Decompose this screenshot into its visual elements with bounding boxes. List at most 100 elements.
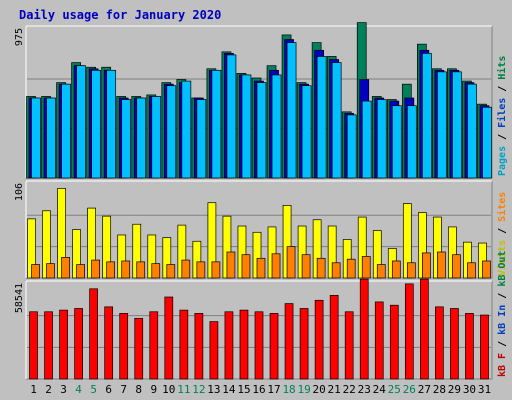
legend-part: kB In — [497, 305, 508, 335]
y-max-label: 106 — [14, 183, 25, 201]
day-label: 28 — [433, 383, 446, 396]
bar — [269, 313, 279, 380]
series-legend: kB F / kB In / kB Out — [497, 251, 508, 377]
bar — [271, 74, 282, 179]
bar — [344, 311, 354, 380]
bar — [44, 311, 53, 380]
bar — [314, 299, 324, 380]
day-label: 2 — [45, 383, 52, 396]
day-label: 16 — [252, 383, 265, 396]
bar — [482, 260, 491, 279]
bar — [226, 54, 237, 179]
legend-part: Pages — [497, 146, 508, 176]
bar — [166, 85, 177, 179]
bar — [211, 69, 222, 179]
legend-part: / — [497, 335, 508, 353]
day-label: 13 — [207, 383, 220, 396]
bar — [301, 85, 312, 179]
bar — [136, 261, 146, 279]
bar — [329, 295, 339, 380]
bar — [76, 264, 85, 279]
bar — [420, 278, 429, 380]
day-label: 26 — [403, 383, 416, 396]
bar — [149, 311, 159, 380]
day-label: 24 — [373, 383, 387, 396]
bar — [224, 311, 234, 380]
bar — [374, 301, 384, 380]
series-sites — [31, 246, 491, 279]
bar — [254, 311, 264, 380]
day-label: 10 — [162, 383, 175, 396]
bar — [376, 99, 387, 179]
bar — [316, 257, 326, 279]
day-label: 29 — [448, 383, 461, 396]
day-label: 21 — [328, 383, 341, 396]
bar — [31, 264, 40, 279]
bar — [194, 313, 204, 380]
day-label: 15 — [237, 383, 250, 396]
bar — [480, 314, 489, 380]
bar — [121, 99, 132, 179]
bar — [346, 114, 357, 179]
bar — [271, 253, 281, 279]
bar — [422, 53, 432, 179]
legend-part: Sites — [496, 192, 508, 222]
legend-part: / — [497, 287, 508, 305]
bar — [76, 65, 86, 179]
bar — [389, 304, 399, 380]
chart-title: Daily usage for January 2020 — [19, 8, 221, 22]
day-label: 25 — [388, 383, 401, 396]
bar — [164, 296, 174, 380]
day-label: 31 — [478, 383, 491, 396]
day-label: 3 — [60, 383, 67, 396]
day-label: 6 — [105, 383, 112, 396]
bar — [437, 71, 447, 179]
bar — [61, 257, 70, 279]
bar — [46, 97, 56, 179]
day-label: 19 — [297, 383, 310, 396]
bar — [181, 80, 192, 179]
bar — [331, 262, 341, 279]
legend-part: Files — [496, 98, 508, 128]
day-label: 7 — [120, 383, 127, 396]
bar — [450, 308, 459, 380]
bar — [301, 254, 311, 279]
bar — [376, 264, 386, 279]
bar — [104, 306, 114, 380]
bar — [359, 278, 369, 380]
bar — [106, 261, 116, 279]
bar — [61, 83, 71, 179]
y-max-label: 58541 — [14, 283, 25, 313]
legend-part: / — [497, 80, 508, 98]
bar — [406, 105, 417, 179]
bar — [361, 100, 372, 179]
series-legend: Visits / Sites — [496, 192, 508, 276]
bar — [256, 257, 266, 279]
legend-part: / — [497, 128, 508, 146]
bar — [196, 99, 207, 179]
bar — [31, 97, 41, 179]
series-kb-f — [29, 278, 489, 380]
panel-top: 975 Pages / Files / Hits — [14, 22, 508, 179]
bar — [286, 246, 296, 279]
bar — [196, 261, 206, 279]
series-legend: Pages / Files / Hits — [496, 56, 508, 176]
day-label: 23 — [358, 383, 371, 396]
bar — [91, 69, 101, 179]
day-label: 22 — [343, 383, 356, 396]
bar — [59, 309, 68, 380]
day-label: 18 — [282, 383, 295, 396]
series-visits — [27, 188, 487, 279]
bar — [211, 261, 221, 279]
bar — [119, 313, 129, 380]
bar — [166, 264, 176, 279]
day-label: 5 — [90, 383, 97, 396]
bar — [239, 309, 249, 380]
day-label: 14 — [222, 383, 236, 396]
legend-part: kB F — [497, 353, 508, 377]
chart-panels: 975 Pages / Files / Hits 106 Visits / Sites… — [14, 22, 508, 380]
day-label: 20 — [313, 383, 326, 396]
bar — [437, 251, 446, 279]
bar — [151, 263, 161, 279]
